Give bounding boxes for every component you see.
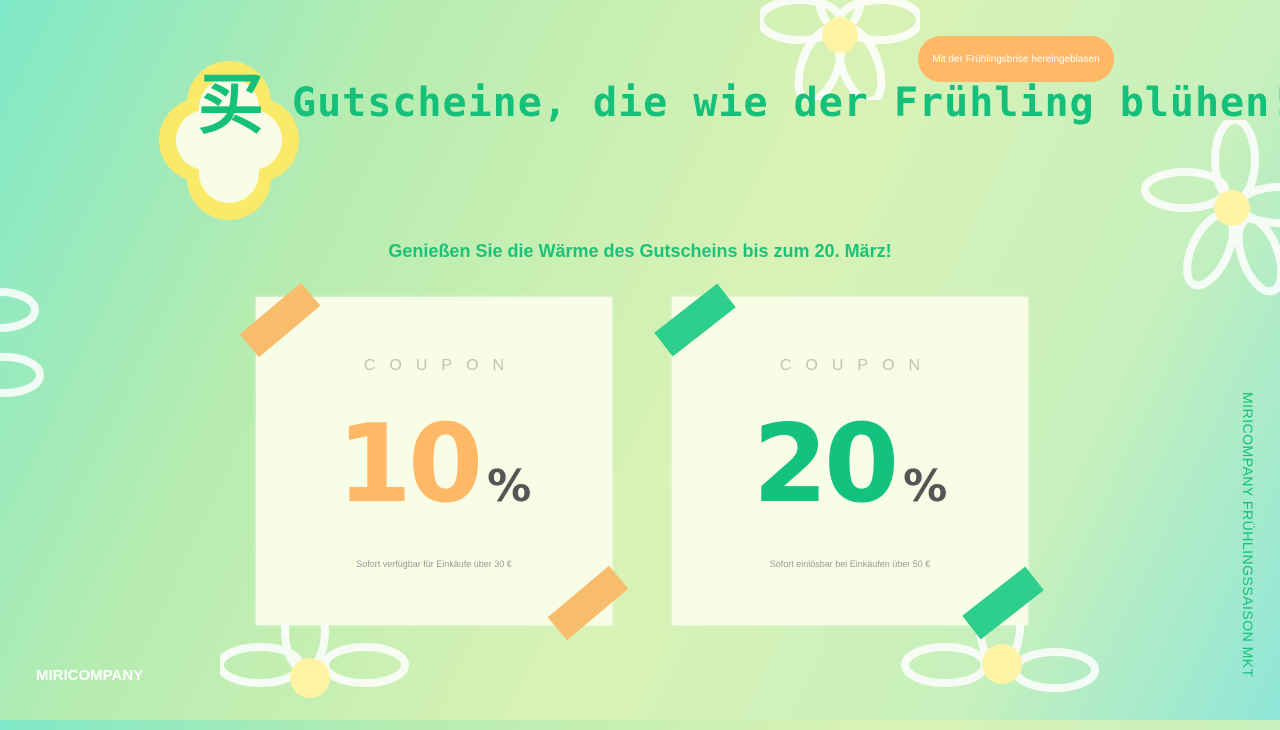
coupon-number: 10 xyxy=(336,402,483,527)
percent-sign: % xyxy=(903,461,948,512)
coupon-label: COUPON xyxy=(363,357,519,374)
flower-decoration xyxy=(760,0,920,100)
coupon-condition: Sofort einlösbar bei Einkäufen über 50 € xyxy=(769,559,931,569)
coupon-value: 20% xyxy=(672,402,1028,527)
coupon-card-10: COUPON 10% Sofort verfügbar für Einkäufe… xyxy=(256,297,612,625)
coupon-label: COUPON xyxy=(779,357,935,374)
flower-decoration xyxy=(0,288,44,397)
flower-decoration xyxy=(1141,120,1280,296)
flower-decoration xyxy=(220,590,409,698)
tagline-badge: Mit der Frühlingsbrise hereingeblasen xyxy=(918,36,1114,82)
brand-name: MIRICOMPANY xyxy=(36,667,144,684)
page-title: Gutscheine, die wie der Frühling blühen! xyxy=(292,80,1280,126)
side-caption: MIRICOMPANY FRÜHLINGSSAISON MKT xyxy=(1240,392,1256,678)
coupon-card-20: COUPON 20% Sofort einlösbar bei Einkäufe… xyxy=(672,297,1028,625)
subtitle: Genießen Sie die Wärme des Gutscheins bi… xyxy=(388,241,892,261)
percent-sign: % xyxy=(487,461,532,512)
coupon-value: 10% xyxy=(256,402,612,527)
logo-glyph: 买 xyxy=(198,66,264,143)
logo-cloud xyxy=(159,61,299,220)
coupon-condition: Sofort verfügbar für Einkäufe über 30 € xyxy=(356,559,512,569)
coupon-number: 20 xyxy=(752,402,899,527)
